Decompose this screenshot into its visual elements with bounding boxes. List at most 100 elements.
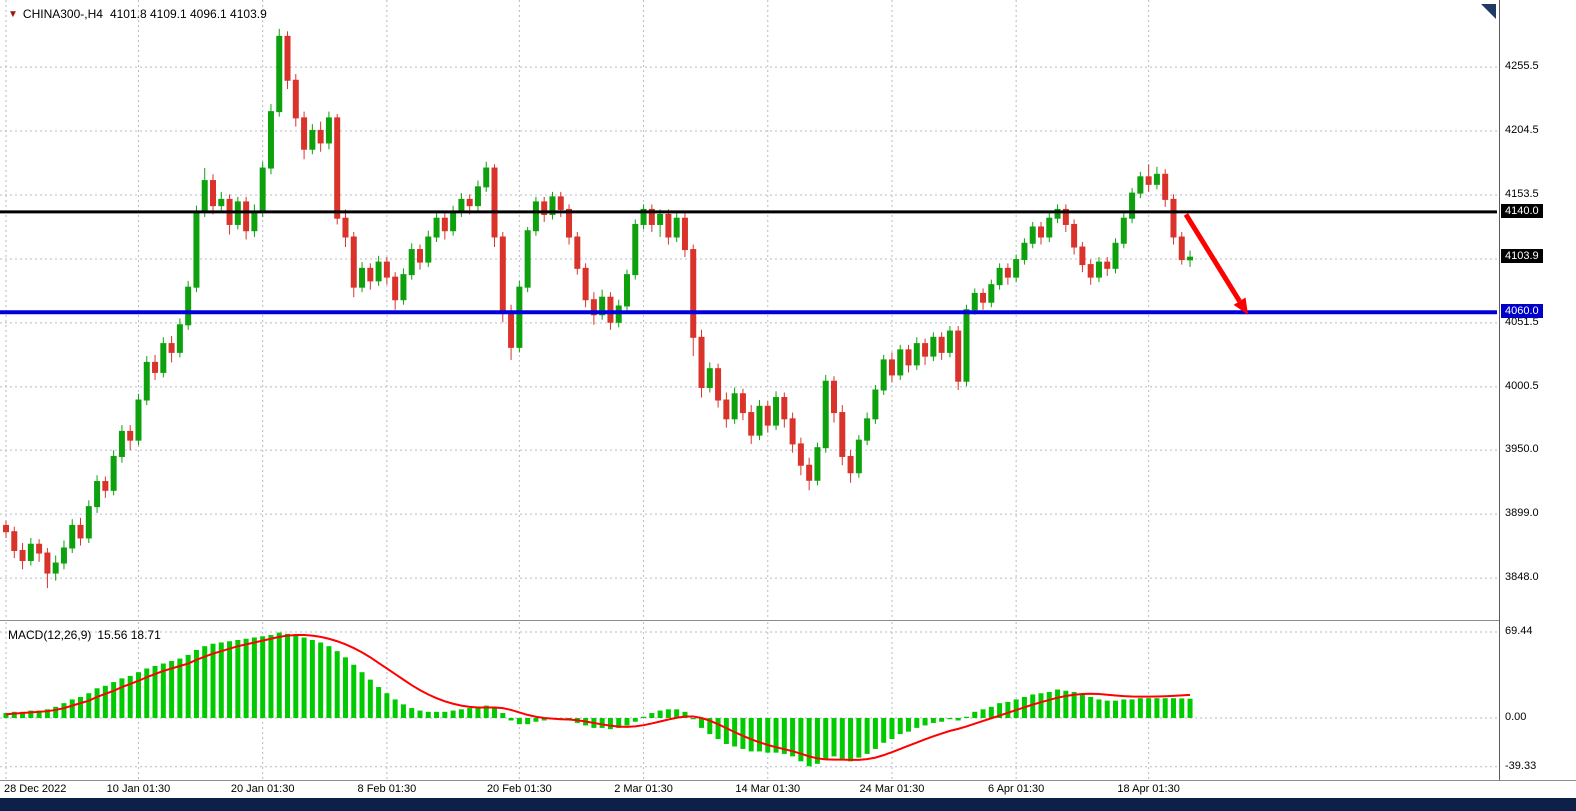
macd-bar [1013, 699, 1019, 718]
chart-title: ▼ CHINA300-,H4 4101.8 4109.1 4096.1 4103.9 [8, 7, 267, 21]
candle [897, 349, 904, 376]
candle [60, 547, 67, 564]
corner-triangle-icon[interactable] [1481, 4, 1496, 19]
candle [789, 418, 796, 445]
candle [913, 343, 920, 366]
price-badge: 4060.0 [1501, 304, 1543, 319]
candle [706, 368, 713, 388]
candle [524, 230, 531, 288]
macd-bar [881, 718, 887, 743]
macd-bar [607, 718, 613, 730]
macd-bar [516, 718, 522, 725]
candle [988, 284, 995, 303]
candle [648, 208, 655, 225]
candle [1079, 246, 1086, 266]
candle [1038, 226, 1044, 238]
macd-bar [475, 706, 481, 718]
macd-bar [3, 713, 9, 718]
macd-bar [1055, 689, 1061, 718]
macd-bar [1179, 698, 1185, 718]
candle [1029, 226, 1036, 244]
price-chart[interactable] [0, 0, 1497, 620]
macd-bar [78, 696, 84, 718]
macd-bar [525, 718, 531, 725]
candle [19, 550, 26, 562]
candle [864, 418, 871, 441]
price-axis-label: 4000.5 [1505, 379, 1539, 392]
candle [243, 201, 250, 232]
candle [681, 217, 688, 251]
macd-bar [1104, 700, 1110, 718]
macd-bar [243, 638, 249, 718]
macd-bar [740, 718, 746, 749]
candle [715, 368, 722, 401]
candle [259, 167, 266, 213]
candle [185, 286, 192, 326]
macd-bar [1154, 698, 1160, 718]
candle [930, 336, 937, 357]
macd-bar [285, 633, 291, 718]
macd-bar [1030, 694, 1036, 718]
macd-bar [906, 718, 912, 732]
macd-bar [1038, 693, 1044, 718]
macd-bar [823, 718, 829, 759]
panel-separator[interactable] [0, 620, 1576, 621]
candle [143, 361, 150, 401]
candle [673, 217, 680, 238]
candle [425, 236, 432, 263]
time-axis-label: 6 Apr 01:30 [988, 783, 1045, 795]
macd-bar [806, 718, 812, 767]
candle [342, 217, 349, 238]
candle [922, 343, 929, 357]
sell-arrow-annotation[interactable] [1183, 213, 1248, 315]
candle [888, 359, 895, 376]
candle [44, 552, 51, 574]
candle [1062, 208, 1069, 225]
macd-bar [268, 635, 274, 718]
candle [359, 267, 366, 288]
macd-bar [500, 713, 506, 718]
macd-bar [541, 718, 547, 721]
candle [549, 196, 556, 215]
candles [3, 28, 1194, 589]
macd-bar [276, 632, 282, 718]
macd-bar [690, 718, 696, 720]
macd-bar [599, 718, 605, 728]
macd-bar [624, 718, 630, 726]
macd-bar [674, 709, 680, 718]
macd-bar [781, 718, 787, 754]
candle [1170, 198, 1177, 238]
macd-bar [997, 703, 1003, 718]
candle [855, 439, 862, 474]
bottom-bar [0, 798, 1576, 811]
time-axis-label: 10 Jan 01:30 [106, 783, 171, 795]
time-axis-label: 2 Mar 01:30 [614, 783, 673, 795]
macd-bar [947, 718, 953, 720]
candle [168, 343, 175, 353]
candle [110, 455, 117, 491]
candle [251, 211, 258, 232]
candle [118, 430, 125, 457]
candle [582, 267, 589, 301]
macd-bar [20, 711, 26, 718]
candle [210, 180, 216, 207]
candle [201, 180, 208, 213]
macd-bar [210, 643, 216, 718]
candle [905, 349, 912, 366]
candle [135, 399, 142, 441]
candle [566, 208, 573, 238]
macd-bar [119, 678, 125, 718]
macd-bar [657, 710, 663, 718]
macd-bar [69, 699, 75, 718]
candle [971, 292, 978, 311]
macd-bar [1063, 690, 1069, 718]
candle [218, 198, 225, 207]
candle [52, 562, 59, 574]
macd-bar [309, 640, 315, 718]
macd-indicator-name: MACD(12,26,9) [8, 628, 92, 642]
candle [1178, 236, 1185, 261]
macd-bar [955, 718, 961, 721]
candle [806, 464, 813, 481]
candle [797, 443, 804, 466]
macd-chart[interactable] [0, 622, 1497, 780]
